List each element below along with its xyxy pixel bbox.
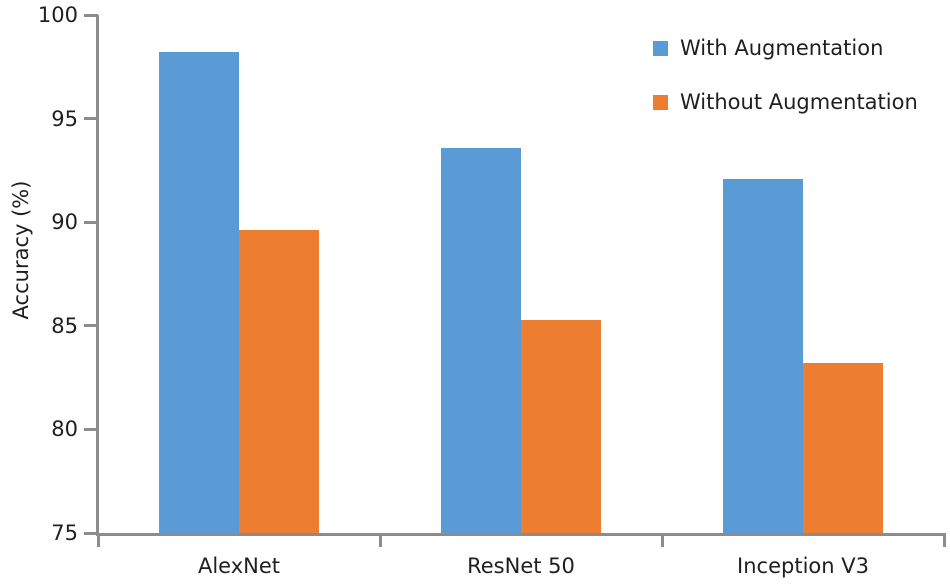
legend-label-with-augmentation: With Augmentation	[680, 36, 884, 60]
y-tick-85	[84, 324, 98, 328]
bar-resnet-50-with-augmentation	[441, 147, 521, 533]
x-tick-1	[378, 533, 382, 547]
y-tick-75	[84, 531, 98, 535]
x-label-alexnet: AlexNet	[197, 554, 281, 578]
y-tick-100	[84, 13, 98, 17]
x-axis-line	[95, 533, 946, 536]
bar-alexnet-with-augmentation	[159, 52, 239, 533]
y-tick-label-95: 95	[51, 106, 78, 131]
legend-label-without-augmentation: Without Augmentation	[680, 90, 918, 114]
y-tick-label-100: 100	[37, 3, 78, 27]
legend-swatch-blue-icon	[653, 40, 668, 56]
x-tick-3	[942, 533, 946, 547]
y-tick-label-85: 85	[51, 313, 78, 338]
legend-item-without-augmentation: Without Augmentation	[653, 90, 918, 114]
y-tick-label-90: 90	[51, 210, 78, 235]
bar-alexnet-without-augmentation	[239, 230, 319, 533]
legend: With Augmentation Without Augmentation	[653, 36, 918, 114]
y-tick-label-80: 80	[51, 417, 78, 442]
y-tick-label-75: 75	[51, 521, 78, 545]
y-axis-line	[95, 15, 99, 533]
x-tick-2	[660, 533, 664, 547]
y-axis-title: Accuracy (%)	[9, 180, 33, 320]
y-tick-90	[84, 220, 98, 224]
legend-item-with-augmentation: With Augmentation	[653, 36, 918, 60]
legend-swatch-orange-icon	[653, 94, 668, 110]
x-label-inception-v3: Inception V3	[737, 554, 869, 578]
bar-inception-v3-without-augmentation	[803, 363, 883, 533]
bar-inception-v3-with-augmentation	[723, 178, 803, 533]
x-tick-0	[96, 533, 100, 547]
bar-resnet-50-without-augmentation	[521, 319, 601, 533]
x-label-resnet-50: ResNet 50	[467, 554, 575, 578]
y-tick-80	[84, 427, 98, 431]
y-tick-95	[84, 117, 98, 121]
